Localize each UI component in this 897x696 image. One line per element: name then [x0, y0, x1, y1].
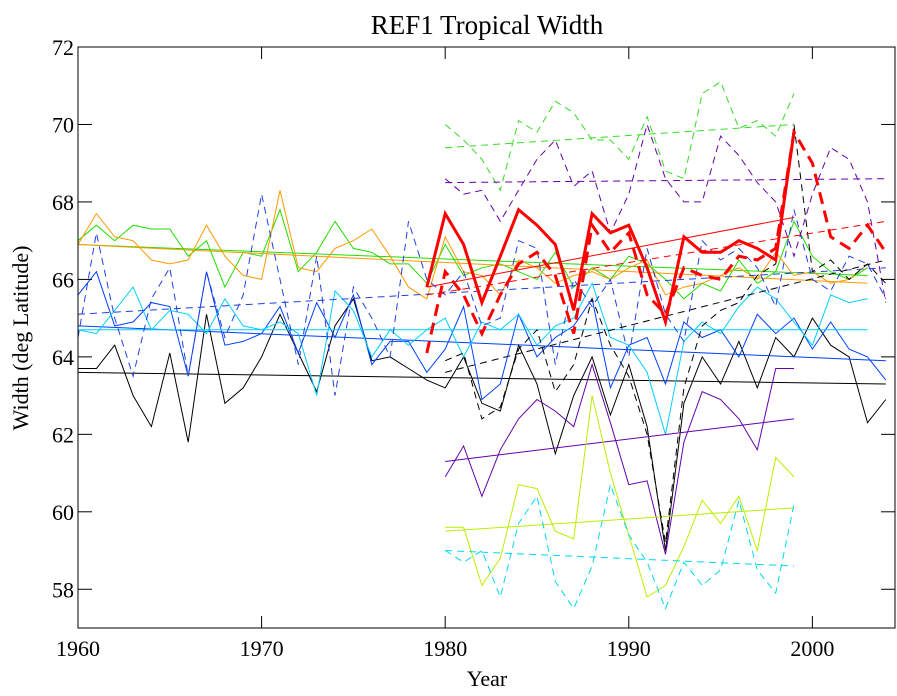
- series-line: [445, 395, 795, 598]
- y-tick-label: 66: [52, 267, 74, 292]
- trend-line: [445, 550, 795, 567]
- trend-line: [445, 507, 795, 532]
- plot-area: [78, 81, 888, 610]
- x-tick-label: 1980: [423, 636, 467, 661]
- trend-line: [78, 244, 868, 284]
- series-line: [444, 362, 794, 555]
- y-tick-label: 64: [52, 345, 74, 370]
- series-line: [78, 270, 887, 401]
- trend-line: [445, 123, 795, 149]
- y-axis-label: Width (deg Latitude): [8, 246, 33, 431]
- x-tick-label: 1990: [607, 636, 651, 661]
- x-axis-label: Year: [467, 666, 508, 691]
- x-tick-label: 1960: [56, 636, 100, 661]
- trend-line: [445, 418, 795, 462]
- series-line: [445, 124, 887, 543]
- trend-line: [426, 220, 886, 296]
- trend-line: [445, 259, 886, 373]
- trend-line: [78, 371, 886, 385]
- series-line: [425, 131, 796, 328]
- trend-line: [78, 325, 886, 362]
- series-line: [444, 81, 795, 192]
- series-line: [78, 194, 887, 396]
- series-line: [425, 127, 888, 354]
- plot-frame: [77, 46, 896, 629]
- series-line: [444, 122, 887, 303]
- y-tick-label: 70: [52, 112, 74, 137]
- y-tick-label: 60: [52, 500, 74, 525]
- x-tick-label: 1970: [240, 636, 284, 661]
- trend-line: [78, 244, 868, 277]
- y-tick-label: 72: [52, 35, 74, 60]
- series-line: [78, 282, 868, 435]
- series-line: [78, 297, 887, 551]
- y-tick-label: 68: [52, 190, 74, 215]
- x-tick-label: 2000: [790, 636, 834, 661]
- trend-line: [445, 178, 886, 184]
- y-tick-label: 58: [52, 577, 74, 602]
- trend-line: [78, 267, 886, 315]
- chart-title: REF1 Tropical Width: [371, 10, 604, 40]
- y-tick-label: 62: [52, 422, 74, 447]
- trend-line: [426, 216, 795, 288]
